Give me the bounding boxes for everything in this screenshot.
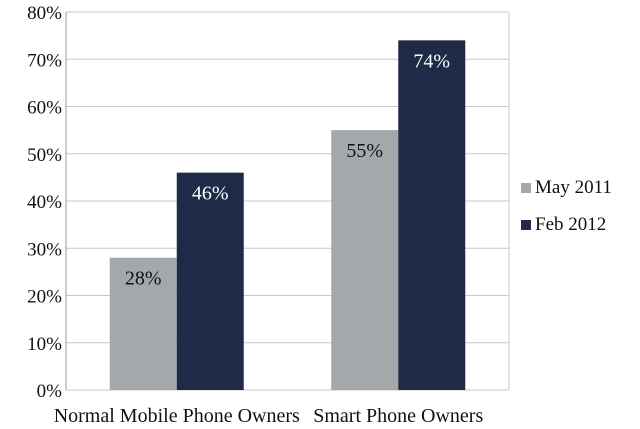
legend-swatch (521, 220, 531, 230)
y-tick-label: 10% (27, 334, 62, 355)
bar (398, 40, 466, 390)
bar (176, 172, 244, 390)
y-tick-label: 70% (27, 50, 62, 71)
legend-label: Feb 2012 (535, 214, 606, 235)
category-label: Normal Mobile Phone Owners (54, 405, 300, 427)
bar (109, 257, 177, 390)
data-label: 74% (413, 50, 450, 72)
legend-swatch (521, 183, 531, 193)
data-label: 46% (192, 183, 229, 205)
y-tick-label: 80% (27, 3, 62, 24)
y-tick-label: 40% (27, 192, 62, 213)
x-axis-category-labels: Normal Mobile Phone Owners Smart Phone Ow… (54, 405, 484, 427)
y-tick-label: 50% (27, 145, 62, 166)
y-tick-label: 20% (27, 287, 62, 308)
bars (109, 40, 466, 390)
y-axis-tick-labels: 0% 10% 20% 30% 40% 50% 60% 70% 80% (27, 3, 62, 402)
data-label: 28% (125, 268, 162, 290)
y-tick-label: 30% (27, 239, 62, 260)
data-label: 55% (346, 140, 383, 162)
category-label: Smart Phone Owners (313, 405, 483, 427)
bar (331, 130, 399, 390)
legend: May 2011 Feb 2012 (521, 177, 612, 235)
data-labels: 28% 46% 55% 74% (125, 50, 450, 289)
y-tick-label: 60% (27, 98, 62, 119)
y-tick-label: 0% (37, 381, 63, 402)
legend-label: May 2011 (535, 177, 612, 198)
